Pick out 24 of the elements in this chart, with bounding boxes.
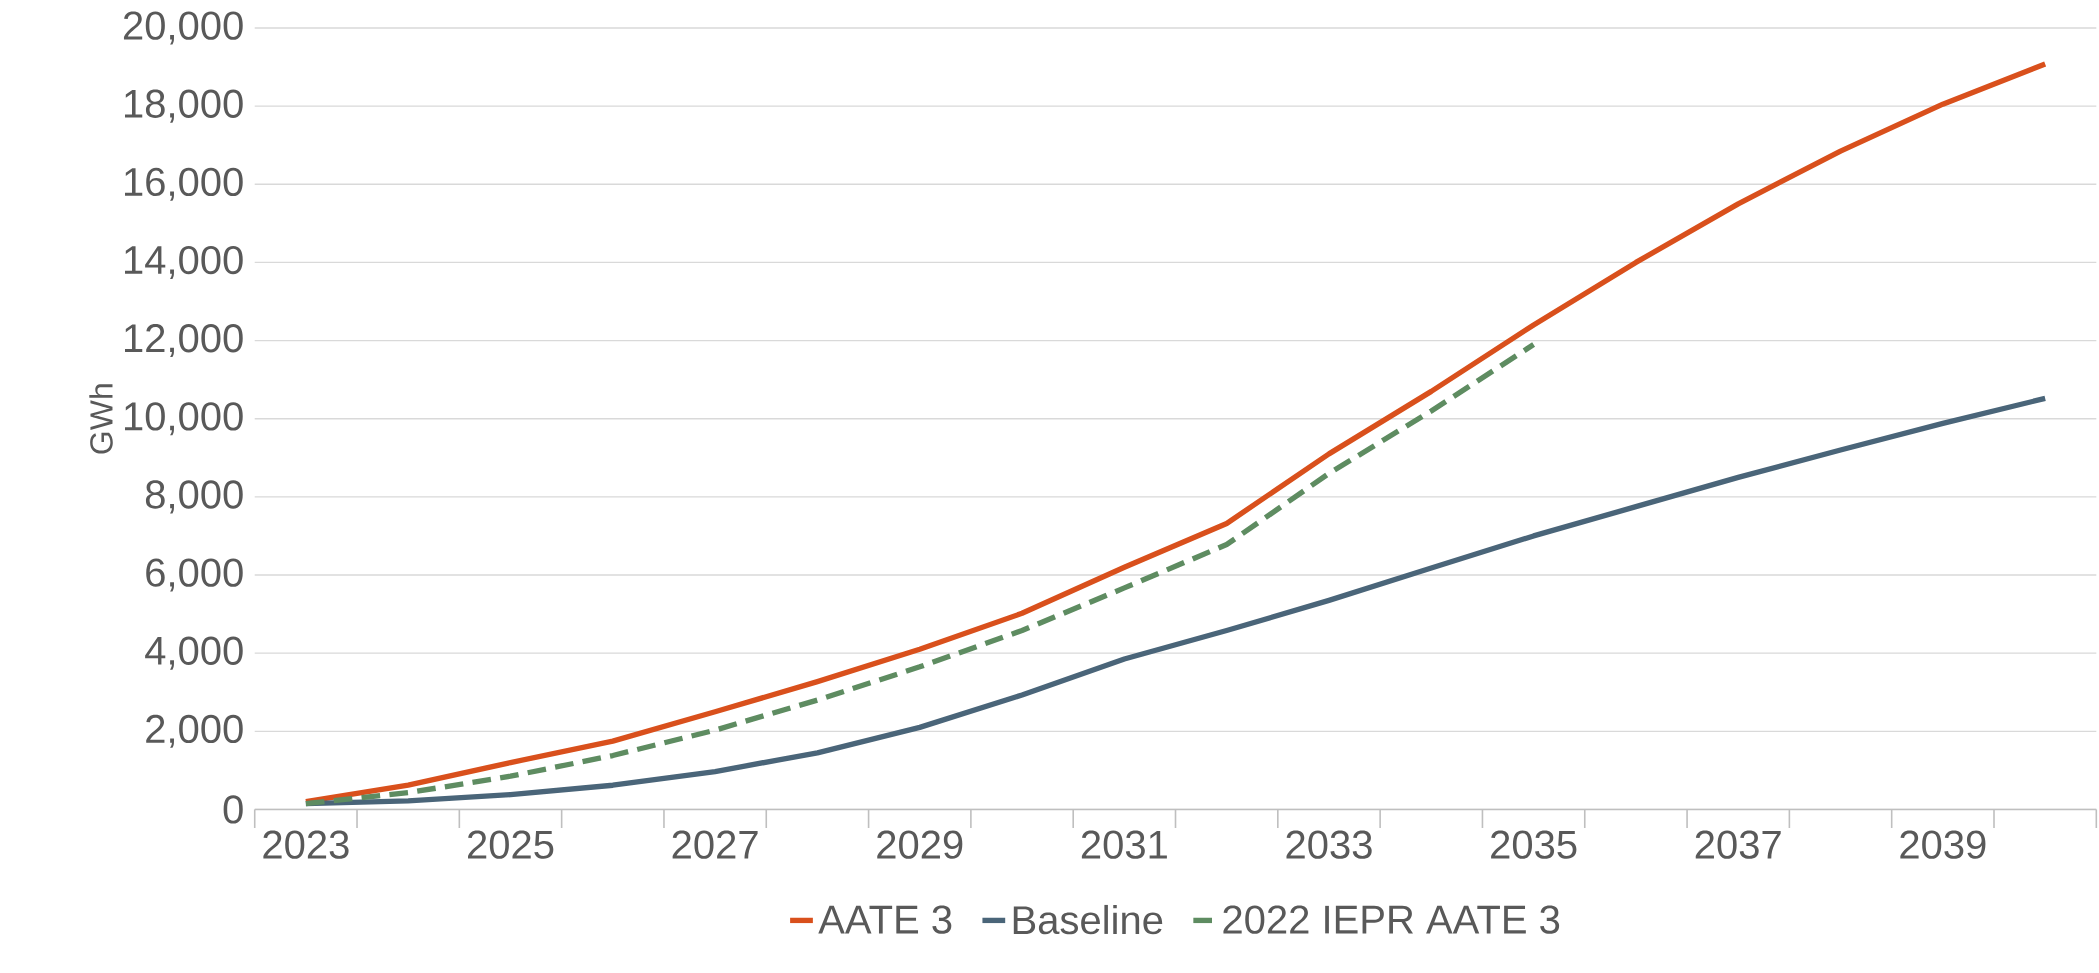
y-tick-label: 0 [223, 795, 243, 824]
y-axis-title: GWh [89, 384, 113, 454]
y-tick-label: 18,000 [125, 89, 243, 123]
y-tick-label: 2,000 [146, 714, 243, 748]
y-tick-label: 14,000 [125, 245, 243, 279]
x-tick-label: 2027 [672, 830, 758, 859]
y-tick-label: 10,000 [125, 401, 243, 436]
y-tick-label: 20,000 [123, 11, 243, 45]
x-tick-label: 2037 [1695, 830, 1781, 859]
x-tick-label: 2031 [1081, 830, 1167, 859]
x-tick-label: 2029 [877, 830, 963, 859]
y-tick-label: 12,000 [125, 323, 243, 357]
x-tick-label: 2039 [1900, 830, 1986, 859]
y-tick-label: 6,000 [146, 558, 243, 592]
y-tick-label: 16,000 [125, 167, 243, 201]
x-tick-label: 2023 [263, 830, 349, 859]
legend-label: 2022 IEPR AATE 3 [1223, 905, 1560, 934]
y-tick-label: 4,000 [145, 636, 243, 670]
x-tick-label: 2035 [1491, 830, 1577, 859]
y-tick-label: 8,000 [145, 480, 243, 514]
legend-label: AATE 3 [818, 905, 952, 934]
x-tick-label: 2033 [1286, 830, 1372, 859]
x-tick-label: 2025 [468, 830, 554, 859]
legend-label: Baseline [1013, 904, 1163, 935]
